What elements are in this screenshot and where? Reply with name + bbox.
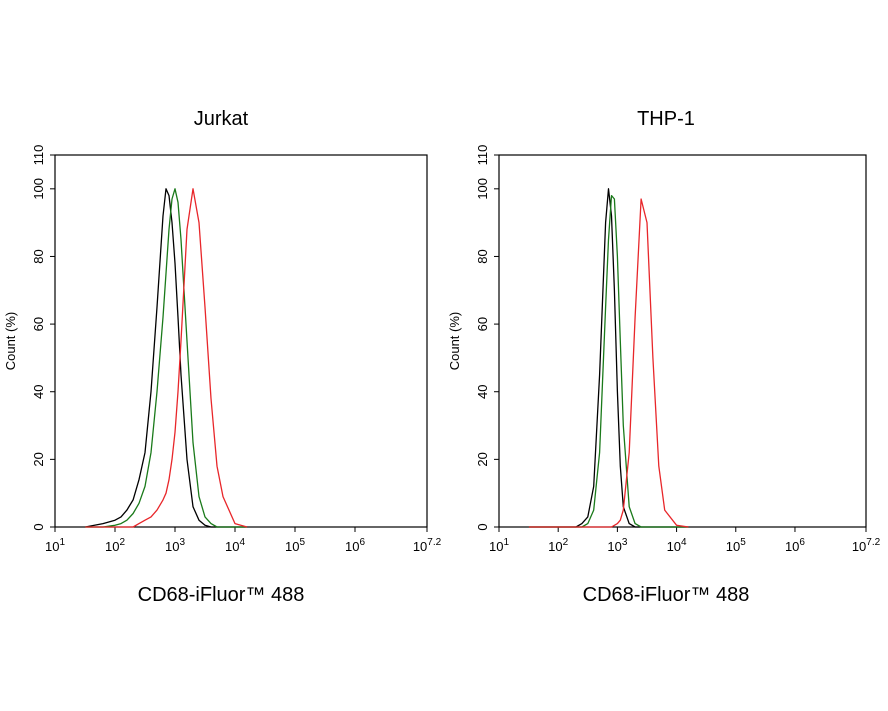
- x-tick-label: 104: [667, 537, 687, 554]
- x-tick-label: 107.2: [413, 537, 442, 554]
- histogram-line: [85, 188, 248, 528]
- y-tick-label: 80: [475, 249, 490, 263]
- tick-base: 10: [45, 539, 59, 554]
- y-tick-label: 20: [31, 452, 46, 466]
- y-tick-label: 40: [475, 384, 490, 398]
- tick-base: 10: [413, 539, 427, 554]
- tick-base: 10: [726, 539, 740, 554]
- tick-base: 10: [548, 539, 562, 554]
- plot-frame: [498, 154, 867, 528]
- histogram-line: [85, 188, 247, 528]
- y-tick-label: 100: [475, 178, 490, 200]
- plot-frame: [54, 154, 428, 528]
- x-tick-label: 102: [548, 537, 568, 554]
- tick-exponent: 3: [179, 537, 185, 548]
- tick-exponent: 1: [503, 537, 509, 548]
- x-tick-label: 104: [225, 537, 245, 554]
- tick-exponent: 4: [681, 537, 687, 548]
- x-tick-label: 101: [45, 537, 65, 554]
- chart-title: Jurkat: [194, 108, 249, 130]
- y-tick-label: 20: [475, 452, 490, 466]
- y-tick-label: 80: [31, 249, 46, 263]
- x-tick-label: 107.2: [852, 537, 881, 554]
- tick-exponent: 5: [740, 537, 746, 548]
- y-tick-label: 100: [31, 178, 46, 200]
- tick-base: 10: [489, 539, 503, 554]
- x-tick-label: 105: [285, 537, 305, 554]
- y-tick-label: 60: [31, 317, 46, 331]
- tick-exponent: 2: [563, 537, 569, 548]
- y-axis-label: Count (%): [3, 312, 18, 371]
- tick-exponent: 1: [59, 537, 65, 548]
- histogram-line: [528, 194, 689, 528]
- x-axis-label: CD68-iFluor™ 488: [583, 584, 750, 606]
- tick-base: 10: [607, 539, 621, 554]
- y-tick-label: 60: [475, 317, 490, 331]
- tick-exponent: 6: [359, 537, 365, 548]
- tick-base: 10: [285, 539, 299, 554]
- tick-base: 10: [852, 539, 866, 554]
- x-tick-label: 105: [726, 537, 746, 554]
- chart-title: THP-1: [637, 108, 695, 130]
- y-tick-label: 0: [475, 523, 490, 530]
- tick-exponent: 3: [622, 537, 628, 548]
- tick-exponent: 7.2: [866, 537, 880, 548]
- y-tick-label: 0: [31, 523, 46, 530]
- y-tick-label: 40: [31, 384, 46, 398]
- tick-exponent: 6: [799, 537, 805, 548]
- histogram-line: [528, 198, 689, 528]
- x-tick-label: 102: [105, 537, 125, 554]
- tick-base: 10: [165, 539, 179, 554]
- y-axis-label: Count (%): [447, 312, 462, 371]
- tick-exponent: 4: [239, 537, 245, 548]
- x-tick-label: 106: [345, 537, 365, 554]
- tick-exponent: 7.2: [427, 537, 441, 548]
- tick-base: 10: [345, 539, 359, 554]
- y-tick-label: 110: [475, 145, 490, 166]
- x-axis-label: CD68-iFluor™ 488: [138, 584, 305, 606]
- tick-base: 10: [785, 539, 799, 554]
- x-tick-label: 103: [607, 537, 627, 554]
- histogram-line: [85, 188, 247, 528]
- tick-exponent: 5: [299, 537, 305, 548]
- x-tick-label: 106: [785, 537, 805, 554]
- tick-exponent: 2: [119, 537, 125, 548]
- y-tick-label: 110: [31, 145, 46, 166]
- tick-base: 10: [105, 539, 119, 554]
- tick-base: 10: [225, 539, 239, 554]
- x-tick-label: 101: [489, 537, 509, 554]
- tick-base: 10: [667, 539, 681, 554]
- x-tick-label: 103: [165, 537, 185, 554]
